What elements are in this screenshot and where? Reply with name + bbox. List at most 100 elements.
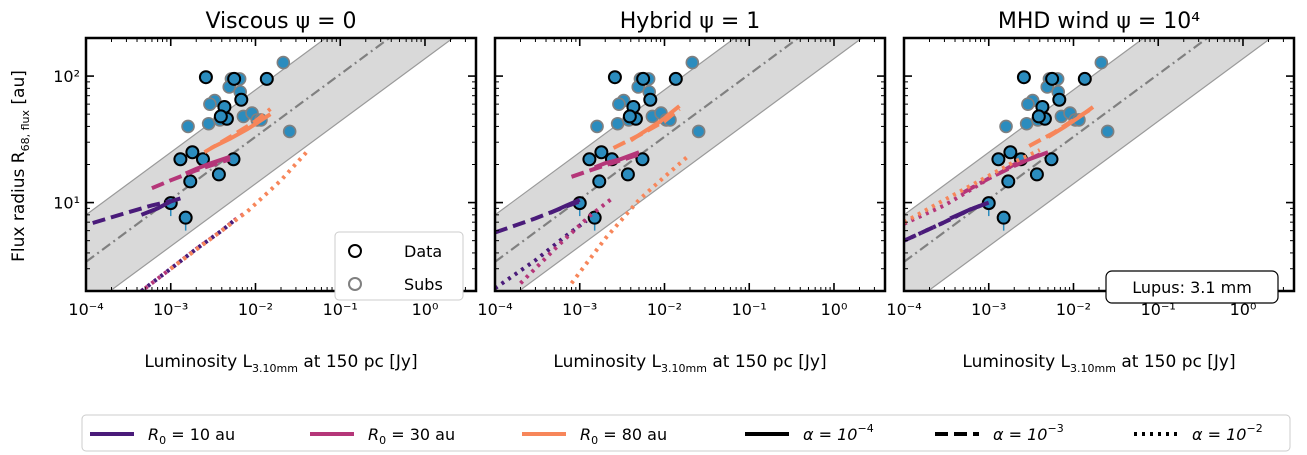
- data-point: [592, 174, 607, 189]
- x-tick-label: 10⁻³: [562, 300, 597, 319]
- subs-point: [691, 124, 706, 139]
- subs-point: [612, 97, 626, 111]
- model-line: [140, 216, 238, 291]
- model-line: [962, 152, 1041, 195]
- data-point: [185, 145, 200, 160]
- subs-point: [1100, 124, 1115, 139]
- scatter-band: [495, 38, 864, 291]
- data-point: [173, 152, 188, 167]
- x-tick-label: 10⁻¹: [1141, 300, 1176, 319]
- x-axis-label: Luminosity L3.10mm at 150 pc [Jy]: [962, 352, 1235, 375]
- data-point: [234, 92, 249, 107]
- data-point: [636, 71, 651, 86]
- x-tick-label: 10⁰: [821, 300, 848, 319]
- data-point: [620, 167, 635, 182]
- bottom-legend-label: R0 = 10 au: [148, 425, 235, 447]
- subs-point: [1019, 116, 1034, 131]
- subs-point: [685, 55, 700, 70]
- bottom-legend-label: α = 10−3: [993, 422, 1064, 444]
- plot-area: [495, 38, 864, 291]
- bottom-legend-frame: [81, 414, 1291, 452]
- model-line: [612, 107, 681, 150]
- y-tick-label: 10²: [53, 67, 80, 86]
- legend-subs-marker: [348, 277, 362, 291]
- bottom-legend-label: α = 10−2: [1192, 422, 1263, 444]
- data-point: [668, 71, 683, 86]
- subs-point: [610, 116, 625, 131]
- x-tick-label: 10⁰: [412, 300, 439, 319]
- model-line: [569, 152, 692, 285]
- y-tick-label: 10¹: [53, 194, 80, 213]
- data-point: [594, 145, 609, 160]
- data-point: [178, 210, 193, 225]
- data-point: [1031, 109, 1046, 124]
- data-point: [1052, 92, 1067, 107]
- data-point: [1003, 145, 1018, 160]
- panel-title: MHD wind ψ = 10⁴: [998, 9, 1200, 34]
- subs-point: [590, 119, 604, 134]
- panel-legend: Data Subs: [334, 231, 464, 301]
- legend-data-marker: [348, 244, 362, 258]
- x-axis-label: Luminosity L3.10mm at 150 pc [Jy]: [553, 352, 826, 375]
- x-tick-label: 10⁻²: [647, 300, 682, 319]
- model-line: [151, 157, 231, 191]
- data-point: [991, 152, 1006, 167]
- subs-point: [1094, 55, 1109, 70]
- data-point: [198, 70, 213, 85]
- data-point: [582, 152, 597, 167]
- scatter-band: [904, 38, 1273, 291]
- panel-title: Viscous ψ = 0: [205, 9, 356, 34]
- subs-point: [282, 124, 297, 139]
- panel-2: Hybrid ψ = 1 10⁻⁴ 10⁻³ 10⁻² 10⁻¹ 10⁰ Luminosit…: [477, 9, 887, 375]
- subs-point: [1021, 97, 1035, 111]
- model-line: [203, 107, 272, 154]
- x-tick-label: 10⁻¹: [323, 300, 358, 319]
- model-line: [495, 199, 581, 235]
- x-tick-label: 10⁻⁴: [477, 300, 512, 319]
- bottom-legend-label: R0 = 30 au: [368, 425, 455, 447]
- panel-legend-frame: [334, 231, 464, 301]
- data-point: [1001, 174, 1016, 189]
- model-line: [904, 165, 1012, 226]
- subs-point: [999, 119, 1013, 134]
- data-point: [1077, 71, 1092, 86]
- panel-1: Viscous ψ = 0 10⁻⁴ 10⁻³ 10⁻² 10⁻¹ 10⁰ 10¹ 10² Lu…: [53, 9, 478, 375]
- panel-title: Hybrid ψ = 1: [620, 9, 761, 34]
- data-point: [183, 174, 198, 189]
- subs-point: [203, 97, 217, 111]
- trend-line: [86, 38, 392, 263]
- data-point: [643, 92, 658, 107]
- model-line: [140, 196, 182, 217]
- data-point: [996, 210, 1011, 225]
- x-tick-label: 10⁻²: [1056, 300, 1091, 319]
- plot-area: [86, 38, 455, 291]
- x-tick-label: 10⁰: [1230, 300, 1257, 319]
- bottom-legend: R0 = 10 au R0 = 30 au R0 = 80 au α = 10−4 α …: [81, 414, 1291, 452]
- trend-line: [495, 38, 801, 263]
- data-point: [635, 152, 650, 167]
- subs-point: [181, 119, 195, 134]
- panel-3: MHD wind ψ = 10⁴ 10⁻⁴ 10⁻³ 10⁻² 10⁻¹ 10⁰ Lumin…: [886, 9, 1296, 375]
- data-point: [607, 70, 622, 85]
- bottom-legend-label: α = 10−4: [803, 422, 874, 444]
- trend-line: [904, 38, 1210, 263]
- model-line: [1028, 106, 1095, 148]
- model-line: [495, 218, 588, 290]
- bottom-legend-label: R0 = 80 au: [580, 425, 667, 447]
- x-tick-label: 10⁻³: [153, 300, 188, 319]
- model-line: [570, 152, 640, 179]
- subs-point: [201, 116, 216, 131]
- data-point: [1044, 152, 1059, 167]
- model-line: [904, 200, 990, 243]
- data-point: [1045, 71, 1060, 86]
- plot-area: [904, 38, 1273, 291]
- data-point: [227, 71, 242, 86]
- subs-point: [276, 55, 291, 70]
- x-tick-label: 10⁻²: [238, 300, 273, 319]
- scatter-band: [86, 38, 455, 291]
- x-tick-label: 10⁻¹: [732, 300, 767, 319]
- data-point: [1029, 167, 1044, 182]
- model-line: [92, 199, 172, 225]
- annotation-label: Lupus: 3.1 mm: [1132, 278, 1252, 297]
